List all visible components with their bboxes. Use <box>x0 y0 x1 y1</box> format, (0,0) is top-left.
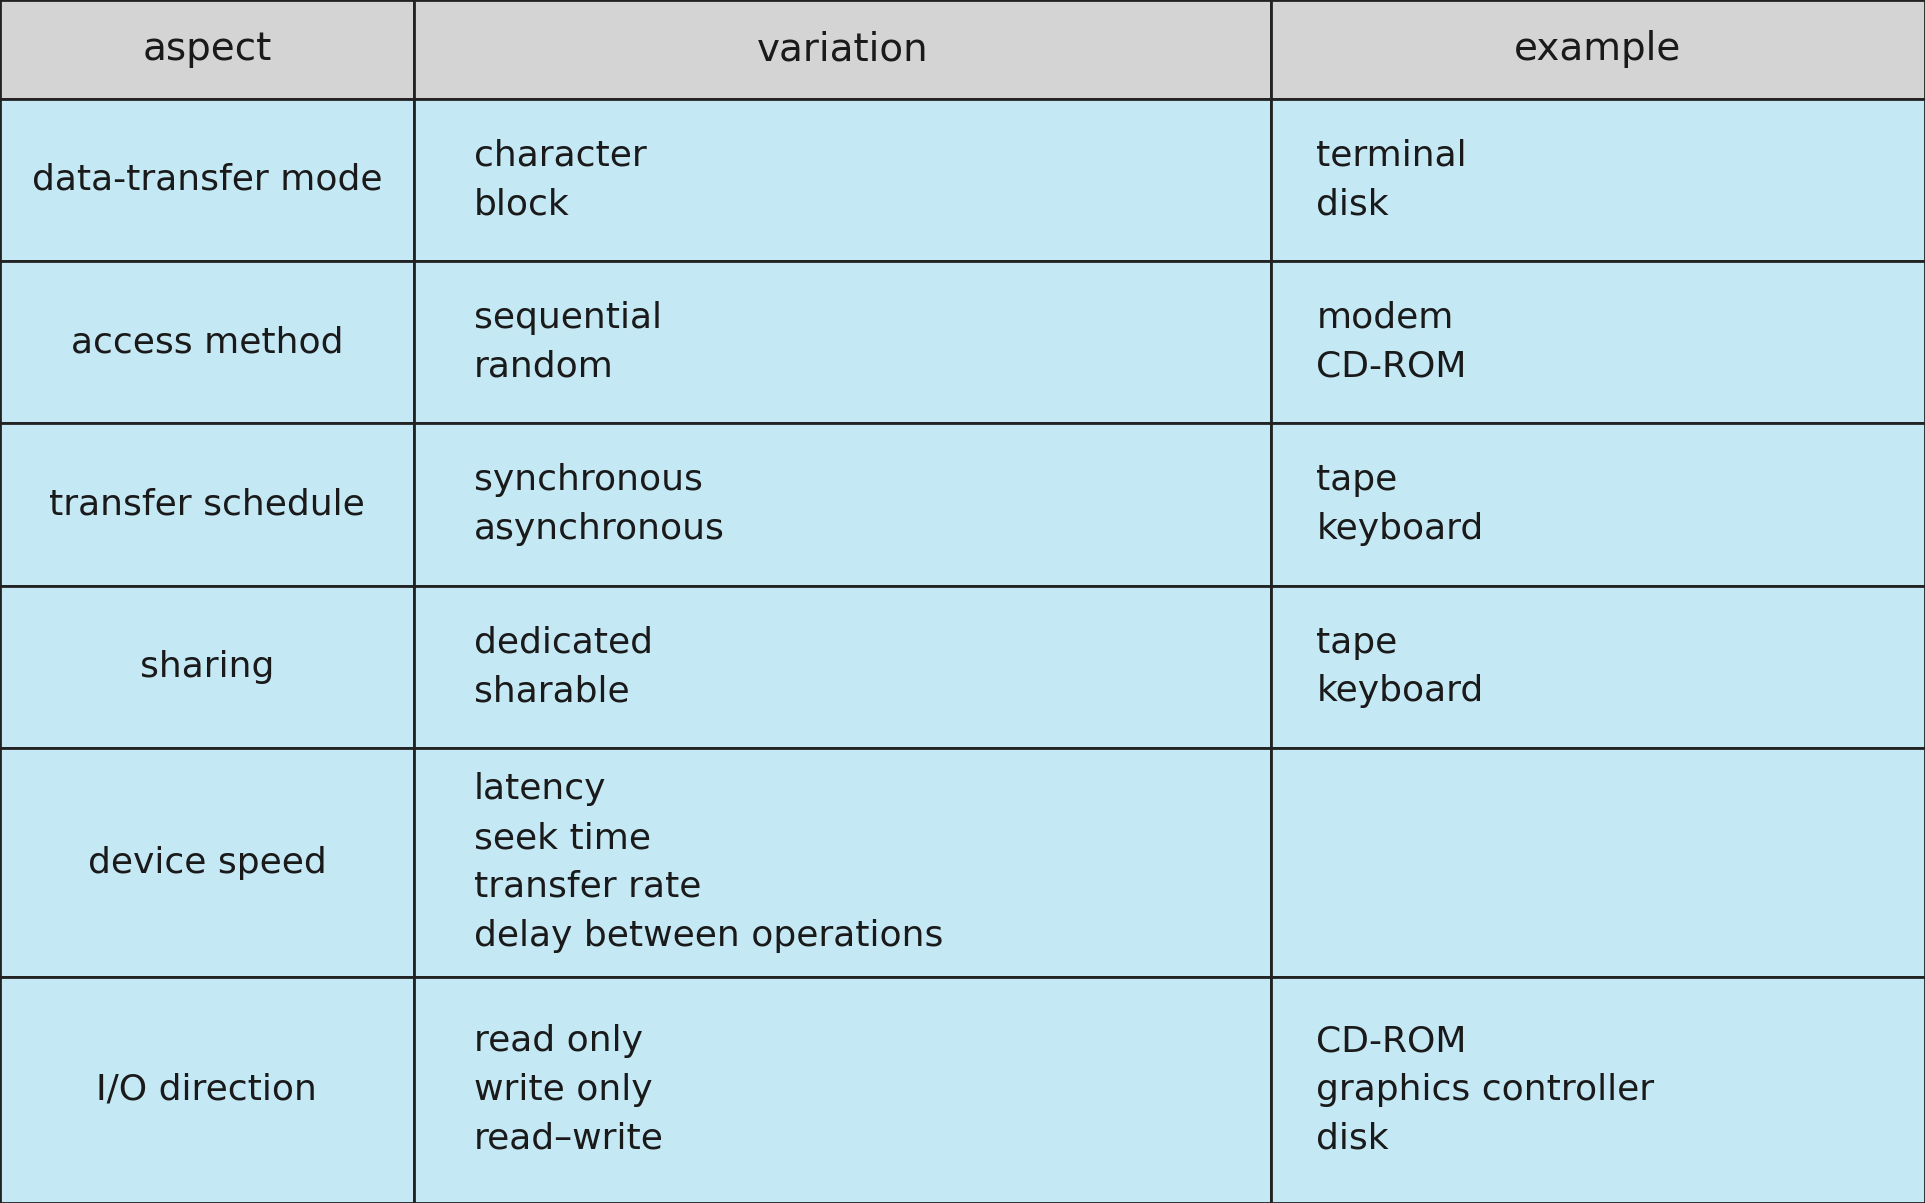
Text: tape
keyboard: tape keyboard <box>1317 463 1484 546</box>
Bar <box>1270 261 1925 423</box>
Bar <box>414 748 1270 977</box>
Bar <box>414 0 1270 99</box>
Text: sharing: sharing <box>141 650 273 685</box>
Text: synchronous
asynchronous: synchronous asynchronous <box>474 463 724 546</box>
Text: example: example <box>1515 30 1681 69</box>
Text: access method: access method <box>71 325 343 360</box>
Text: latency
seek time
transfer rate
delay between operations: latency seek time transfer rate delay be… <box>474 772 943 953</box>
Text: character
block: character block <box>474 138 647 221</box>
Text: terminal
disk: terminal disk <box>1317 138 1467 221</box>
Bar <box>414 99 1270 261</box>
Text: tape
keyboard: tape keyboard <box>1317 626 1484 709</box>
Bar <box>0 0 414 99</box>
Text: variation: variation <box>757 30 928 69</box>
Text: CD-ROM
graphics controller
disk: CD-ROM graphics controller disk <box>1317 1024 1654 1156</box>
Bar <box>414 586 1270 748</box>
Bar <box>1270 99 1925 261</box>
Bar <box>0 748 414 977</box>
Bar <box>0 586 414 748</box>
Text: dedicated
sharable: dedicated sharable <box>474 626 653 709</box>
Text: read only
write only
read–write: read only write only read–write <box>474 1024 664 1156</box>
Bar <box>1270 748 1925 977</box>
Text: aspect: aspect <box>142 30 271 69</box>
Bar <box>1270 977 1925 1203</box>
Bar <box>1270 586 1925 748</box>
Bar <box>414 423 1270 586</box>
Bar <box>1270 423 1925 586</box>
Text: transfer schedule: transfer schedule <box>48 487 366 522</box>
Bar <box>1270 0 1925 99</box>
Bar <box>0 261 414 423</box>
Bar <box>414 261 1270 423</box>
Bar <box>414 977 1270 1203</box>
Bar <box>0 423 414 586</box>
Text: device speed: device speed <box>87 846 327 879</box>
Text: modem
CD-ROM: modem CD-ROM <box>1317 301 1467 384</box>
Text: I/O direction: I/O direction <box>96 1073 318 1107</box>
Text: sequential
random: sequential random <box>474 301 662 384</box>
Bar <box>0 977 414 1203</box>
Text: data-transfer mode: data-transfer mode <box>31 162 383 197</box>
Bar <box>0 99 414 261</box>
